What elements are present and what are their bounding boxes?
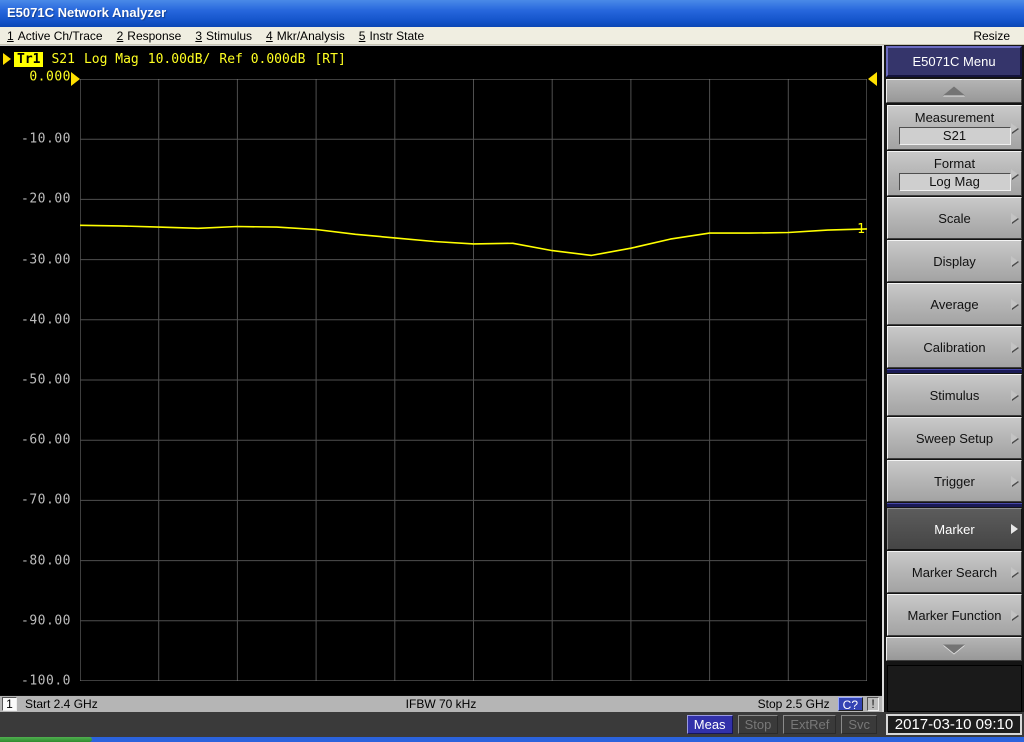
softkey-calibration[interactable]: Calibration	[887, 326, 1022, 368]
trace-mode: [RT]	[314, 51, 346, 67]
channel-status-bar: 1 Start 2.4 GHz IFBW 70 kHz Stop 2.5 GHz…	[0, 695, 882, 712]
softkey-label: Format	[933, 156, 976, 171]
stop-frequency-label[interactable]: Stop 2.5 GHz	[757, 697, 830, 711]
y-axis-label: -100.0	[21, 673, 71, 689]
y-axis-label: -50.00	[21, 372, 71, 388]
softkey-label: Marker Search	[911, 564, 998, 580]
menu-instr-state[interactable]: 5 Instr State	[358, 28, 425, 43]
softkey-label: Stimulus	[929, 387, 980, 403]
title-bar[interactable]: E5071C Network Analyzer	[0, 0, 1024, 27]
y-axis-label: -80.00	[21, 553, 71, 569]
softkey-marker[interactable]: Marker	[887, 508, 1022, 550]
cal-status-badge: C?	[837, 697, 863, 712]
trace-reference: Ref 0.000dB	[219, 51, 306, 67]
softkey-label: Trigger	[934, 473, 975, 489]
menu-separator	[887, 503, 1022, 507]
y-axis-label: -10.00	[21, 131, 71, 147]
submenu-arrow-icon	[1011, 524, 1018, 534]
submenu-arrow-icon	[1011, 567, 1018, 577]
active-trace-arrow-icon	[3, 53, 11, 65]
softkey-label: Sweep Setup	[915, 430, 994, 446]
softkey-label: Scale	[938, 210, 971, 226]
submenu-arrow-icon	[1011, 213, 1018, 223]
menu-bar: 1 Active Ch/Trace 2 Response 3 Stimulus 4 Mk…	[0, 27, 1024, 45]
instrument-status-bar: Meas Stop ExtRef Svc 2017-03-10 09:10	[0, 712, 1024, 737]
graph-svg: 1	[80, 79, 867, 681]
status-meas-badge: Meas	[686, 715, 733, 734]
softkey-trigger[interactable]: Trigger	[887, 460, 1022, 502]
submenu-arrow-icon	[1011, 476, 1018, 486]
trace-measurement: S21	[51, 51, 75, 67]
window-title: E5071C Network Analyzer	[7, 5, 167, 20]
softkey-marker-search[interactable]: Marker Search	[887, 551, 1022, 593]
y-axis-label: -90.00	[21, 613, 71, 629]
softkey-label: Measurement	[914, 110, 995, 125]
menu-stimulus[interactable]: 3 Stimulus	[195, 28, 253, 43]
status-stop-badge: Stop	[737, 715, 779, 734]
softkey-measurement[interactable]: Measurement S21	[887, 105, 1022, 150]
y-axis-label: -20.00	[21, 191, 71, 207]
softkey-sweep-setup[interactable]: Sweep Setup	[887, 417, 1022, 459]
menu-response[interactable]: 2 Response	[116, 28, 182, 43]
svg-text:1: 1	[857, 222, 865, 237]
y-axis-label: -30.00	[21, 252, 71, 268]
submenu-arrow-icon	[1011, 433, 1018, 443]
softkey-label: Average	[930, 296, 979, 312]
softkey-scale[interactable]: Scale	[887, 197, 1022, 239]
trace-status-bar: Tr1 S21 Log Mag 10.00dB/ Ref 0.000dB [RT…	[3, 51, 355, 67]
y-axis-label: -40.00	[21, 312, 71, 328]
y-axis-label: -70.00	[21, 492, 71, 508]
submenu-arrow-icon	[1011, 256, 1018, 266]
submenu-arrow-icon	[1011, 168, 1018, 179]
submenu-arrow-icon	[1011, 610, 1018, 620]
menu-panel-blank	[887, 665, 1022, 712]
y-axis-label: -60.00	[21, 432, 71, 448]
status-extref-badge: ExtRef	[783, 715, 837, 734]
scroll-up-button[interactable]	[886, 79, 1022, 103]
softkey-label: Marker Function	[907, 607, 1002, 623]
submenu-arrow-icon	[1011, 342, 1018, 352]
menu-active-ch-trace[interactable]: 1 Active Ch/Trace	[7, 28, 103, 43]
softkey-stimulus[interactable]: Stimulus	[887, 374, 1022, 416]
softkey-label: Display	[933, 253, 976, 269]
menu-separator	[887, 369, 1022, 373]
start-button-fragment[interactable]	[0, 737, 92, 742]
start-frequency-label[interactable]: Start 2.4 GHz	[25, 697, 98, 711]
y-axis-label: 0.000	[29, 69, 71, 85]
menu-panel-header: E5071C Menu	[886, 46, 1022, 77]
softkey-value: S21	[898, 127, 1011, 145]
menu-mkr-analysis[interactable]: 4 Mkr/Analysis	[266, 28, 345, 43]
softkey-label: Marker	[934, 521, 975, 537]
chevron-down-icon	[943, 644, 965, 654]
ref-level-left-arrow-icon	[71, 72, 80, 86]
alert-badge: !	[867, 697, 879, 711]
softkey-format[interactable]: Format Log Mag	[887, 151, 1022, 196]
submenu-arrow-icon	[1011, 122, 1018, 133]
status-svc-badge: Svc	[841, 715, 877, 734]
trace-scale: 10.00dB/	[147, 51, 211, 67]
ref-level-right-arrow-icon	[868, 72, 877, 86]
ifbw-label[interactable]: IFBW 70 kHz	[405, 697, 477, 711]
analyzer-screen: Tr1 S21 Log Mag 10.00dB/ Ref 0.000dB [RT…	[0, 45, 882, 712]
datetime-display: 2017-03-10 09:10	[886, 714, 1022, 735]
submenu-arrow-icon	[1011, 390, 1018, 400]
trace-id-badge[interactable]: Tr1	[14, 51, 44, 67]
taskbar[interactable]	[0, 737, 1024, 742]
resize-button[interactable]: Resize	[973, 28, 1010, 43]
softkey-label: Calibration	[923, 339, 986, 355]
trace-format: Log Mag	[83, 51, 139, 67]
softkey-display[interactable]: Display	[887, 240, 1022, 282]
softkey-average[interactable]: Average	[887, 283, 1022, 325]
softkey-value: Log Mag	[898, 173, 1011, 191]
scroll-down-button[interactable]	[886, 637, 1022, 661]
chevron-up-icon	[943, 86, 965, 96]
softkey-menu-panel: E5071C Menu Measurement S21 Format Log M…	[882, 45, 1024, 712]
submenu-arrow-icon	[1011, 299, 1018, 309]
softkey-marker-function[interactable]: Marker Function	[887, 594, 1022, 636]
channel-number-badge[interactable]: 1	[2, 697, 17, 711]
